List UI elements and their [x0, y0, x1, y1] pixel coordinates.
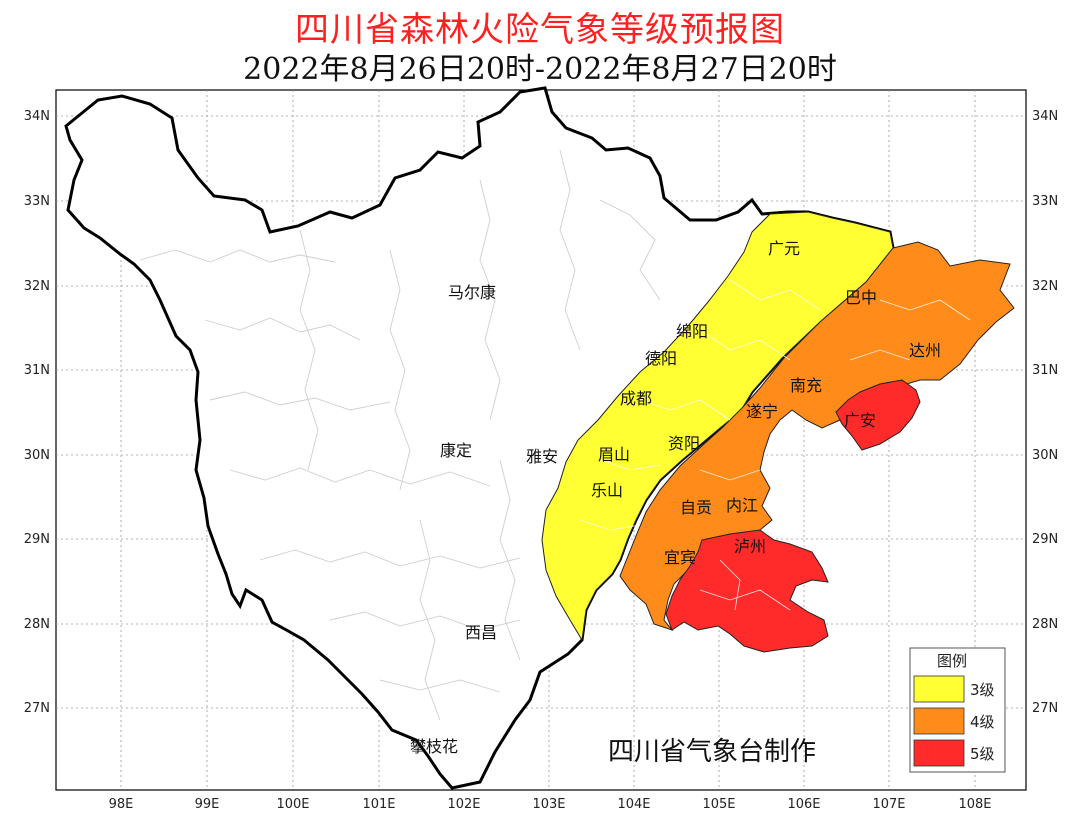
lat-label: 29N: [24, 532, 50, 547]
lon-label: 100E: [276, 797, 309, 812]
lat-label: 34N: [24, 109, 50, 124]
city-label-leshan: 乐山: [591, 481, 623, 500]
city-label-mianyang: 绵阳: [676, 322, 708, 341]
city-label-guangan: 广安: [844, 411, 876, 430]
lat-label: 28N: [1032, 617, 1058, 632]
lat-label: 27N: [1032, 701, 1058, 716]
map-title: 四川省森林火险气象等级预报图: [295, 10, 785, 50]
legend-swatch-3: [913, 675, 965, 703]
legend-title: 图例: [937, 652, 967, 670]
city-label-chengdu: 成都: [620, 389, 652, 408]
latitude-labels-right: 34N 33N 32N 31N 30N 29N 28N 27N: [1032, 109, 1058, 716]
lat-label: 28N: [24, 617, 50, 632]
lat-label: 33N: [1032, 194, 1058, 209]
lat-label: 32N: [24, 279, 50, 294]
level-5-region-luzhou: [665, 529, 829, 653]
legend-label-4: 4级: [970, 713, 995, 731]
lon-label: 99E: [195, 797, 220, 812]
city-label-yaan: 雅安: [526, 447, 558, 466]
lat-label: 33N: [24, 194, 50, 209]
lon-label: 107E: [872, 797, 905, 812]
legend: 图例 3级 4级 5级: [909, 647, 1006, 773]
longitude-labels: 98E 99E 100E 101E 102E 103E 104E 105E 10…: [109, 797, 992, 812]
lat-label: 34N: [1032, 109, 1058, 124]
map-subtitle: 2022年8月26日20时-2022年8月27日20时: [243, 52, 837, 87]
lat-label: 31N: [24, 363, 50, 378]
lon-label: 98E: [109, 797, 134, 812]
credit-text: 四川省气象台制作: [608, 737, 816, 767]
lon-label: 104E: [617, 797, 650, 812]
legend-swatch-4: [913, 707, 965, 735]
lon-label: 103E: [532, 797, 565, 812]
lon-label: 108E: [958, 797, 991, 812]
level-4-region: [619, 241, 1015, 632]
city-label-suining: 遂宁: [746, 402, 778, 421]
level-5-region-guangan: [835, 379, 921, 451]
colored-county-boundaries: [579, 279, 971, 611]
city-label-maerkang: 马尔康: [448, 283, 496, 302]
city-labels: 马尔康 康定 雅安 西昌 攀枝花 广元 绵阳 德阳 成都 眉山 乐山 资阳 巴中…: [410, 239, 941, 756]
lat-label: 31N: [1032, 363, 1058, 378]
lat-label: 30N: [1032, 448, 1058, 463]
lat-label: 30N: [24, 448, 50, 463]
city-label-luzhou: 泸州: [734, 537, 766, 556]
lon-label: 102E: [447, 797, 480, 812]
legend-label-3: 3级: [970, 681, 995, 699]
county-boundaries: [139, 149, 661, 721]
city-label-xichang: 西昌: [465, 623, 497, 642]
city-label-nanchong: 南充: [790, 376, 822, 395]
legend-label-5: 5级: [970, 745, 995, 763]
city-label-neijiang: 内江: [726, 496, 758, 515]
city-label-deyang: 德阳: [645, 349, 677, 368]
lon-label: 101E: [362, 797, 395, 812]
lat-label: 32N: [1032, 279, 1058, 294]
latitude-labels-left: 34N 33N 32N 31N 30N 29N 28N 27N: [24, 109, 50, 716]
city-label-kangding: 康定: [440, 441, 472, 460]
city-label-zigong: 自贡: [680, 498, 712, 517]
city-label-panzhihua: 攀枝花: [410, 737, 458, 756]
city-label-yibin: 宜宾: [664, 548, 696, 567]
city-label-dazhou: 达州: [909, 341, 941, 360]
lon-label: 106E: [787, 797, 820, 812]
city-label-guangyuan: 广元: [768, 239, 800, 258]
lat-label: 29N: [1032, 532, 1058, 547]
legend-swatch-5: [913, 739, 965, 767]
city-label-bazhong: 巴中: [845, 288, 877, 307]
lat-label: 27N: [24, 701, 50, 716]
city-label-ziyang: 资阳: [668, 434, 700, 453]
lon-label: 105E: [702, 797, 735, 812]
city-label-meishan: 眉山: [598, 445, 630, 464]
